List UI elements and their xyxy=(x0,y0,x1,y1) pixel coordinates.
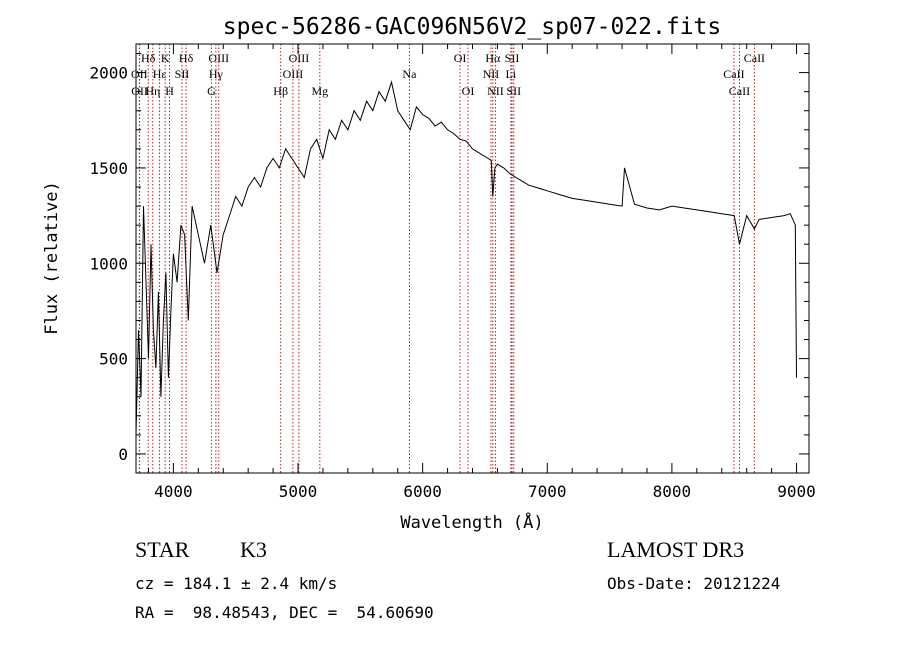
axis-ticks: 4000 5000 6000 7000 8000 9000 0 500 1000 1500 2000 xyxy=(89,44,816,501)
x-axis-label: Wavelength (Å) xyxy=(400,511,543,533)
x-tick-label: 8000 xyxy=(653,482,692,501)
x-tick-label: 7000 xyxy=(528,482,567,501)
spectral-line-label: Hγ xyxy=(209,67,224,81)
spectral-line-label: CaII xyxy=(729,84,750,98)
object-class: STAR xyxy=(135,537,190,562)
spectral-line-label: Li xyxy=(506,67,517,81)
spectral-line-label: OI xyxy=(454,51,467,65)
spectral-line-label: CaII xyxy=(744,51,765,65)
x-tick-label: 6000 xyxy=(403,482,442,501)
spectral-line-label: OIII xyxy=(208,51,229,65)
spectral-line-label: OIII xyxy=(283,67,304,81)
spectral-line-label: CaII xyxy=(723,67,744,81)
spectral-line-label: OIII xyxy=(289,51,310,65)
spectral-line-label: NII xyxy=(483,67,500,81)
y-tick-label: 500 xyxy=(99,350,128,369)
spectral-line-label: OII xyxy=(131,67,148,81)
spectral-line-label: SII xyxy=(175,67,190,81)
spectral-line-label: OII xyxy=(131,84,148,98)
spectral-line-label: SII xyxy=(505,51,520,65)
chart-title: spec-56286-GAC096N56V2_sp07-022.fits xyxy=(223,14,722,40)
plot-frame xyxy=(135,43,810,474)
spectral-line-label: Hη xyxy=(145,84,160,98)
y-tick-label: 1500 xyxy=(89,159,128,178)
spectral-line-label: Mg xyxy=(311,84,328,98)
spectral-line-label: OI xyxy=(462,84,475,98)
spectral-line-label: Hβ xyxy=(273,84,288,98)
spectral-line-label: Hα xyxy=(485,51,501,65)
obs-date: Obs-Date: 20121224 xyxy=(607,574,781,593)
redshift-text: cz = 184.1 ± 2.4 km/s xyxy=(135,574,338,593)
x-tick-label: 4000 xyxy=(154,482,193,501)
object-subclass: K3 xyxy=(240,537,267,562)
spectral-line-label: Hε xyxy=(153,67,167,81)
spectral-line-label: NII xyxy=(487,84,504,98)
survey-name: LAMOST DR3 xyxy=(607,537,745,562)
y-tick-label: 0 xyxy=(118,445,128,464)
spectral-line-label: H xyxy=(165,84,174,98)
spectral-line-label: K xyxy=(161,51,170,65)
spectrum-series-line xyxy=(135,80,797,435)
spectral-line-label: G xyxy=(207,84,216,98)
spectral-line-label: Na xyxy=(402,67,417,81)
y-axis-label: Flux (relative) xyxy=(42,181,62,335)
coordinates-text: RA = 98.48543, DEC = 54.60690 xyxy=(135,603,434,622)
spectral-line-label: Hδ xyxy=(141,51,156,65)
spectral-line-label: Hδ xyxy=(179,51,194,65)
y-tick-label: 2000 xyxy=(89,64,128,83)
x-tick-label: 9000 xyxy=(777,482,816,501)
x-tick-label: 5000 xyxy=(279,482,318,501)
y-tick-label: 1000 xyxy=(89,254,128,273)
spectral-line-label: SII xyxy=(506,84,521,98)
